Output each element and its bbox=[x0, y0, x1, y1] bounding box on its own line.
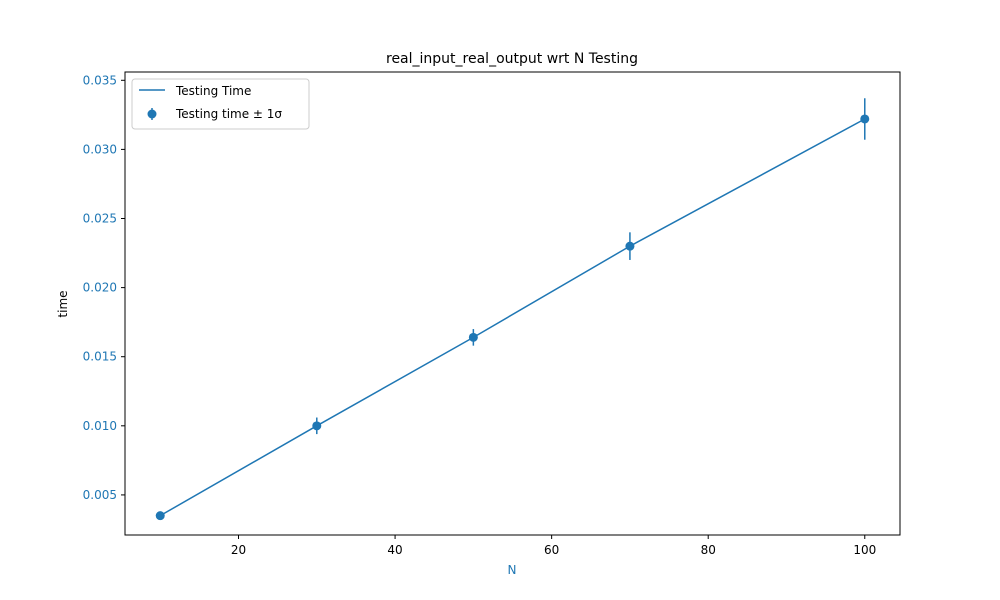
x-tick-label: 80 bbox=[701, 543, 716, 557]
y-tick-label: 0.015 bbox=[83, 350, 117, 364]
legend-label-testing-time: Testing Time bbox=[175, 84, 251, 98]
y-axis-label: time bbox=[56, 290, 70, 317]
y-tick-label: 0.030 bbox=[83, 142, 117, 156]
plot-area-frame bbox=[124, 71, 901, 536]
x-axis-label: N bbox=[508, 563, 517, 577]
series-layer bbox=[155, 98, 870, 521]
data-point bbox=[860, 114, 870, 124]
y-tick-label: 0.005 bbox=[83, 488, 117, 502]
legend-label-testing-sigma: Testing time ± 1σ bbox=[175, 107, 282, 121]
y-tick-label: 0.010 bbox=[83, 419, 117, 433]
y-tick-label: 0.020 bbox=[83, 281, 117, 295]
y-axis-ticks: 0.005 0.010 0.015 0.020 0.025 0.030 0.035 bbox=[83, 73, 125, 502]
data-point bbox=[312, 421, 322, 431]
y-tick-label: 0.025 bbox=[83, 212, 117, 226]
chart-title: real_input_real_output wrt N Testing bbox=[386, 51, 638, 67]
x-axis-ticks: 20 40 60 80 100 bbox=[231, 535, 876, 557]
y-tick-label: 0.035 bbox=[83, 73, 117, 87]
legend-marker-swatch bbox=[147, 109, 157, 119]
data-point bbox=[468, 332, 478, 342]
legend-box bbox=[131, 78, 310, 130]
x-tick-label: 40 bbox=[387, 543, 402, 557]
data-point bbox=[625, 241, 635, 251]
legend: Testing Time Testing time ± 1σ bbox=[131, 78, 310, 130]
data-point bbox=[155, 511, 165, 521]
x-tick-label: 60 bbox=[544, 543, 559, 557]
x-tick-label: 20 bbox=[231, 543, 246, 557]
x-tick-label: 100 bbox=[853, 543, 876, 557]
